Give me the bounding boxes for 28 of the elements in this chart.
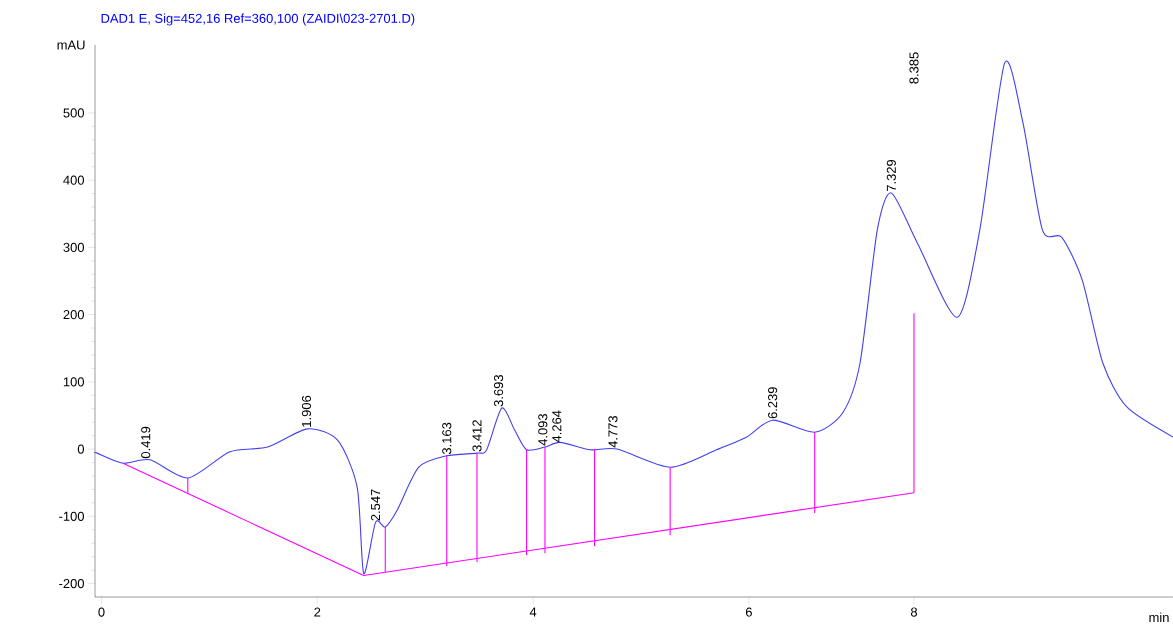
x-tick-label: 6 <box>745 607 752 617</box>
y-tick-label: -200 <box>59 578 84 589</box>
y-tick-label: 400 <box>63 175 84 185</box>
y-tick-label: 300 <box>63 242 84 252</box>
annotation: 0.419 <box>141 426 151 459</box>
x-tick-label: 0 <box>98 607 105 617</box>
y-tick-label: 0 <box>77 444 85 454</box>
annotation: 3.693 <box>493 375 504 407</box>
y-axis-title: mAU <box>57 40 85 50</box>
annotation: 8.385 <box>909 52 919 84</box>
x-tick-label: 4 <box>529 607 537 617</box>
x-tick-label: 8 <box>910 607 918 617</box>
annotation: 3.412 <box>472 420 482 452</box>
y-tick-label: 100 <box>63 377 84 387</box>
x-axis-title: min <box>1149 612 1169 622</box>
annotation: 4.093 <box>538 414 548 446</box>
annotation: 4.264 <box>552 410 562 443</box>
annotation: 2.547 <box>370 489 381 521</box>
chart-title: DAD1 E, Sig=452,16 Ref=360,100 (ZAIDI\023-2701.D) <box>101 13 415 26</box>
x-tick-label: 2 <box>314 607 321 617</box>
annotation: 6.239 <box>768 387 778 419</box>
annotation: 3.163 <box>442 422 452 455</box>
annotation: 7.329 <box>886 159 896 192</box>
y-tick-label: 500 <box>63 108 84 118</box>
annotation: 1.906 <box>301 395 312 427</box>
y-tick-label: -100 <box>59 511 84 521</box>
y-tick-label: 200 <box>63 310 84 320</box>
annotation: 4.773 <box>608 416 618 448</box>
